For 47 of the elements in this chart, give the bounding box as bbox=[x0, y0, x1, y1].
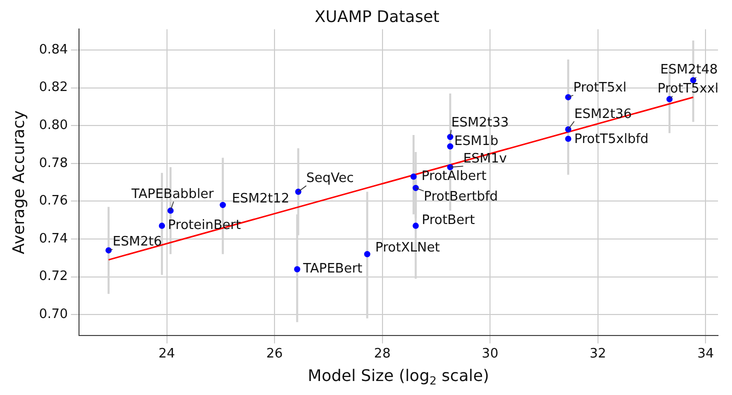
x-tick-label: 28 bbox=[374, 346, 391, 362]
data-label: ESM2t6 bbox=[112, 234, 162, 250]
point bbox=[158, 222, 166, 229]
data-label: ProtT5xlbfd bbox=[574, 132, 649, 148]
x-tick-label: 34 bbox=[697, 346, 714, 362]
point bbox=[565, 94, 572, 100]
data-label: ProtAlbert bbox=[422, 169, 486, 184]
y-tick-label: 0.76 bbox=[38, 194, 68, 209]
data-label: ESM1b bbox=[454, 134, 498, 149]
data-label: ProtT5xxl bbox=[658, 82, 718, 97]
point bbox=[412, 222, 419, 229]
point bbox=[295, 188, 302, 195]
data-label: ProtT5xl bbox=[573, 80, 626, 96]
x-tick-label: 26 bbox=[266, 346, 283, 362]
data-label: ESM2t48 bbox=[660, 62, 718, 78]
y-tick-label: 0.78 bbox=[38, 156, 68, 171]
data-label: ESM2t36 bbox=[574, 106, 632, 122]
point bbox=[666, 96, 673, 102]
y-tick-label: 0.74 bbox=[38, 231, 68, 246]
x-tick-label: 32 bbox=[590, 346, 606, 362]
point bbox=[447, 143, 454, 150]
point bbox=[565, 126, 572, 132]
y-tick-label: 0.82 bbox=[38, 80, 68, 96]
data-label: TAPEBert bbox=[302, 262, 362, 277]
y-tick-label: 0.72 bbox=[38, 269, 68, 284]
data-label: SeqVec bbox=[306, 171, 354, 186]
point bbox=[105, 247, 112, 254]
x-tick-label: 24 bbox=[158, 346, 176, 362]
y-tick-label: 0.70 bbox=[38, 306, 68, 322]
y-tick-label: 0.80 bbox=[38, 118, 68, 133]
point bbox=[412, 184, 419, 192]
point bbox=[410, 174, 417, 180]
point bbox=[294, 266, 300, 272]
data-label: ProtBertbfd bbox=[424, 189, 498, 204]
data-label: TAPEBabbler bbox=[130, 187, 214, 202]
data-label: ESM2t33 bbox=[451, 115, 509, 130]
data-label: ESM2t12 bbox=[232, 191, 290, 206]
data-label: ESM1v bbox=[463, 152, 508, 167]
data-label: ProtBert bbox=[422, 213, 475, 228]
chart-title: XUAMP Dataset bbox=[314, 6, 440, 26]
point bbox=[220, 202, 226, 208]
y-axis-title: Average Accuracy bbox=[9, 110, 28, 254]
data-label: ProtXLNet bbox=[375, 240, 440, 256]
point bbox=[565, 136, 572, 142]
point bbox=[364, 251, 370, 258]
y-tick-label: 0.84 bbox=[38, 42, 68, 58]
x-tick-label: 30 bbox=[482, 346, 498, 362]
